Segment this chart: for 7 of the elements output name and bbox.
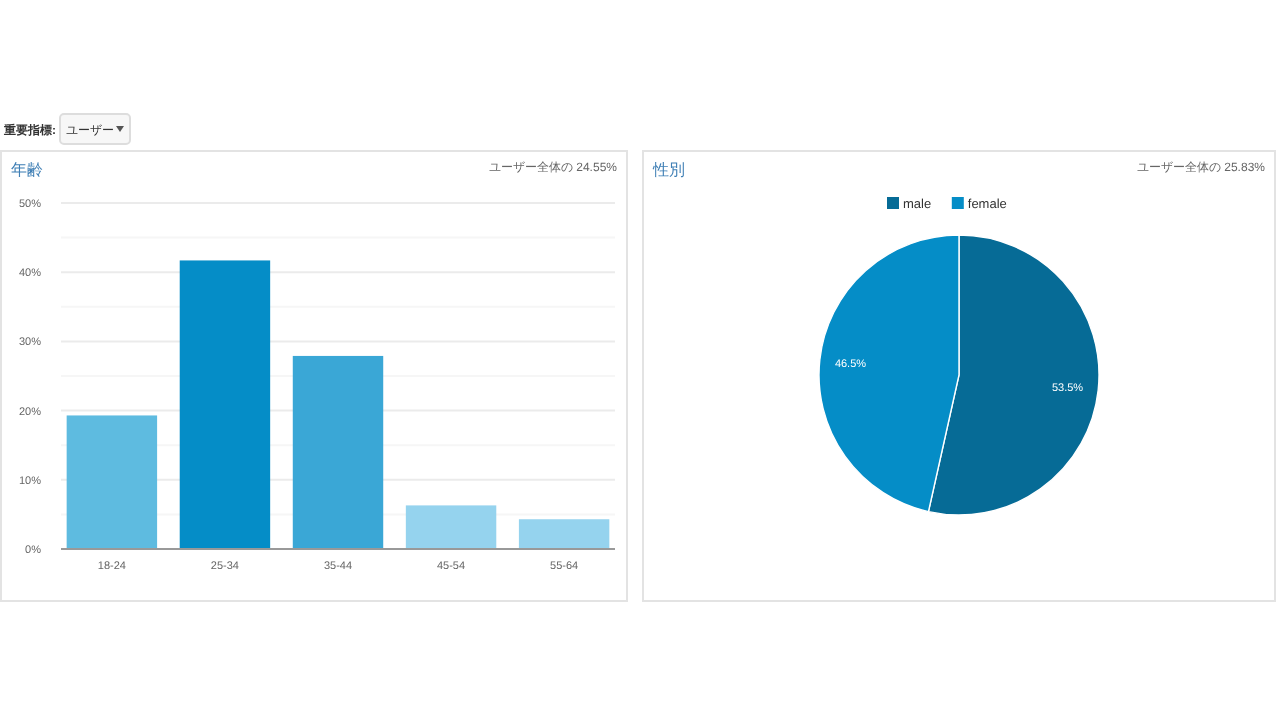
bar bbox=[179, 260, 271, 549]
bar bbox=[292, 355, 384, 549]
bar bbox=[518, 519, 610, 549]
bar bbox=[405, 505, 497, 549]
text: 性別 bbox=[651, 161, 685, 179]
bar bbox=[66, 415, 158, 549]
chart-title: 年齢 bbox=[11, 161, 43, 179]
